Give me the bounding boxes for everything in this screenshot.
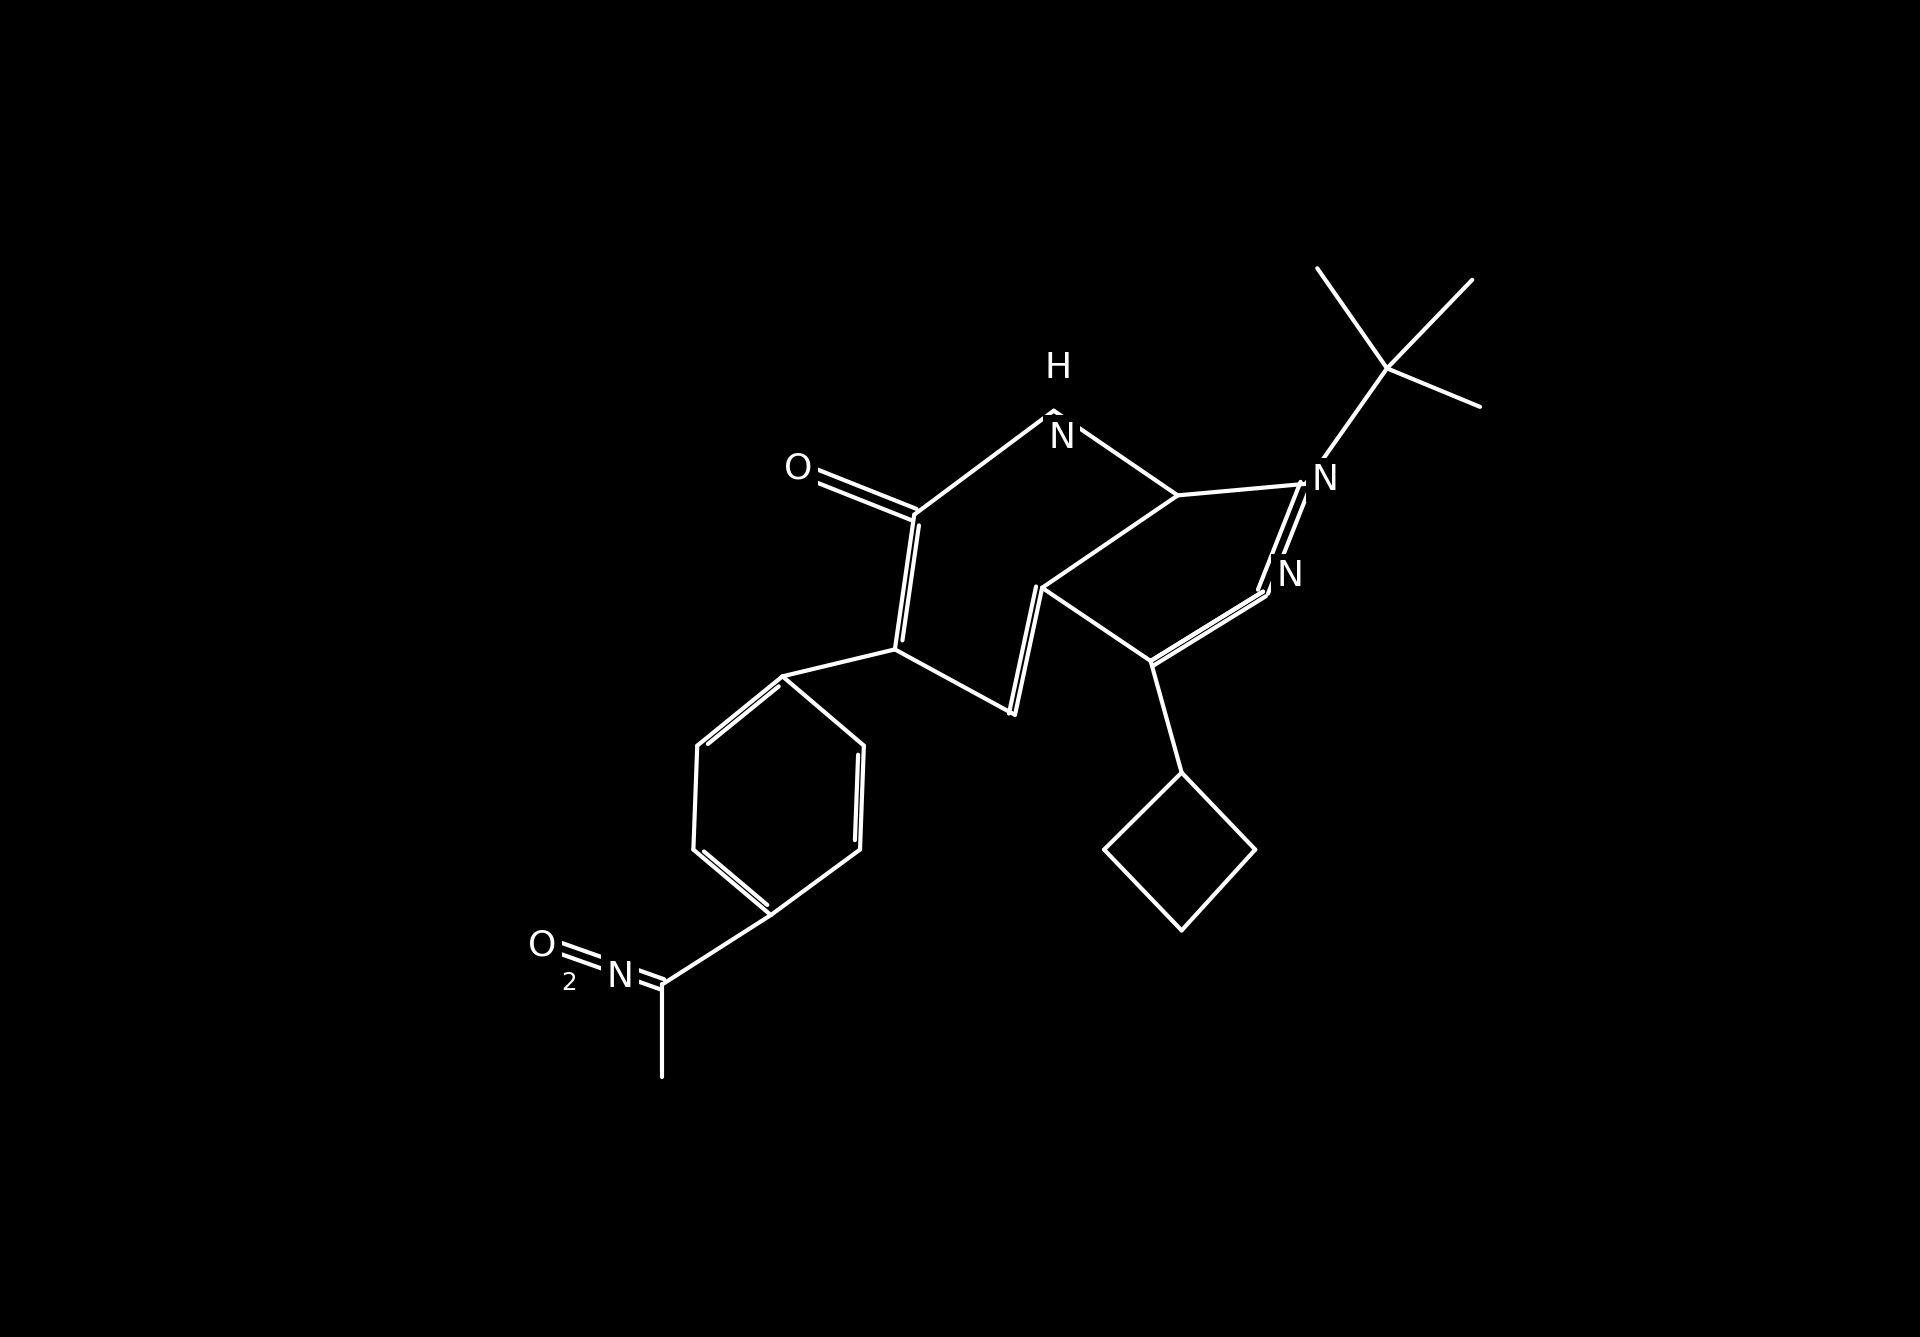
Text: O: O [783, 452, 812, 485]
Text: 2: 2 [561, 971, 578, 995]
Text: N: N [607, 960, 634, 993]
Text: N: N [1311, 463, 1338, 497]
Text: O: O [528, 929, 557, 963]
Text: H: H [1044, 352, 1071, 385]
Text: N: N [1277, 559, 1304, 594]
Text: N: N [1048, 421, 1075, 455]
